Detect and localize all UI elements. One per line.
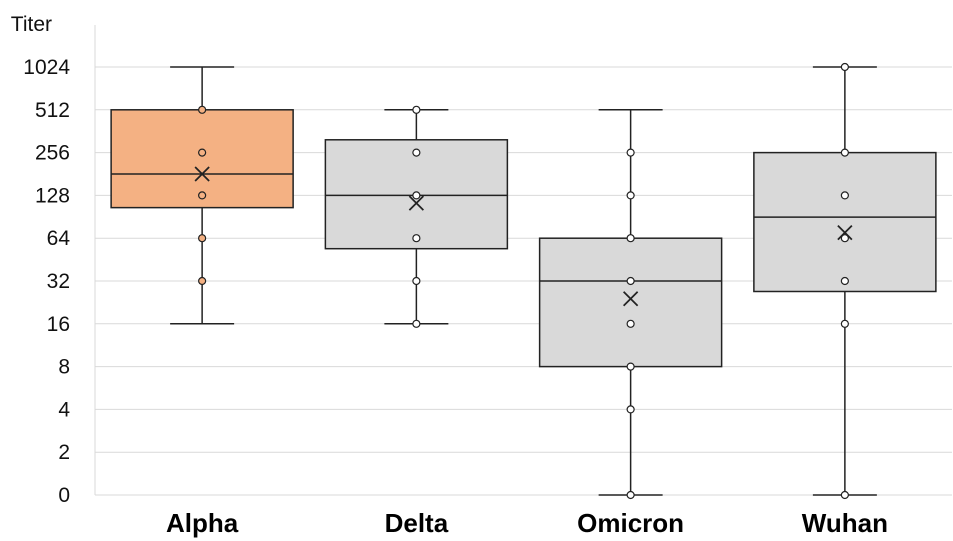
mean-marker (622, 291, 639, 307)
y-tick-label: 64 (47, 227, 71, 250)
gridlines (95, 66, 952, 496)
y-tick-label: 16 (47, 313, 70, 336)
y-tick-label: 32 (47, 270, 70, 293)
data-point (626, 319, 635, 328)
y-tick-label: 128 (35, 184, 70, 207)
data-point (198, 105, 207, 114)
x-axis-categories: Alpha Delta Omicron Wuhan (166, 508, 888, 538)
data-point (626, 148, 635, 157)
data-point (840, 276, 849, 286)
y-tick-label: 0 (58, 484, 70, 507)
box-wuhan (753, 62, 937, 500)
data-point (198, 276, 207, 286)
y-tick-label: 256 (35, 142, 70, 165)
mean-marker (408, 195, 425, 211)
data-point (626, 362, 635, 371)
data-point (412, 319, 421, 328)
iqr-box (753, 151, 937, 293)
x-category-label: Alpha (166, 508, 239, 538)
y-tick-label: 4 (58, 398, 70, 421)
data-point (198, 234, 207, 243)
box-series (110, 62, 937, 500)
data-point (840, 319, 849, 328)
data-point (198, 191, 207, 200)
data-point (412, 234, 421, 243)
data-point (626, 276, 635, 286)
data-point (412, 276, 421, 286)
iqr-box (538, 237, 723, 368)
data-point (626, 490, 635, 500)
x-category-label: Delta (385, 508, 449, 538)
y-tick-label: 2 (58, 441, 70, 464)
box-alpha (110, 66, 294, 325)
data-point (840, 191, 849, 200)
data-point (626, 405, 635, 414)
y-tick-label: 512 (35, 99, 70, 122)
data-point (840, 490, 849, 500)
data-point (840, 148, 849, 157)
y-axis-title: Titer (11, 13, 52, 36)
data-point (626, 191, 635, 200)
data-point (412, 148, 421, 157)
data-point (626, 234, 635, 243)
data-point (412, 191, 421, 200)
y-tick-label: 1024 (23, 56, 70, 79)
x-category-label: Omicron (577, 508, 684, 538)
box-delta (324, 105, 509, 328)
y-tick-label: 8 (58, 356, 70, 379)
box-omicron (538, 109, 723, 500)
data-point (840, 62, 849, 72)
x-category-label: Wuhan (802, 508, 888, 538)
data-point (840, 234, 849, 243)
mean-marker (194, 166, 210, 182)
y-axis: 0 2 4 8 16 32 64 128 256 512 1024 (23, 25, 96, 507)
mean-marker (837, 225, 853, 241)
data-point (412, 105, 421, 114)
data-point (198, 148, 207, 157)
